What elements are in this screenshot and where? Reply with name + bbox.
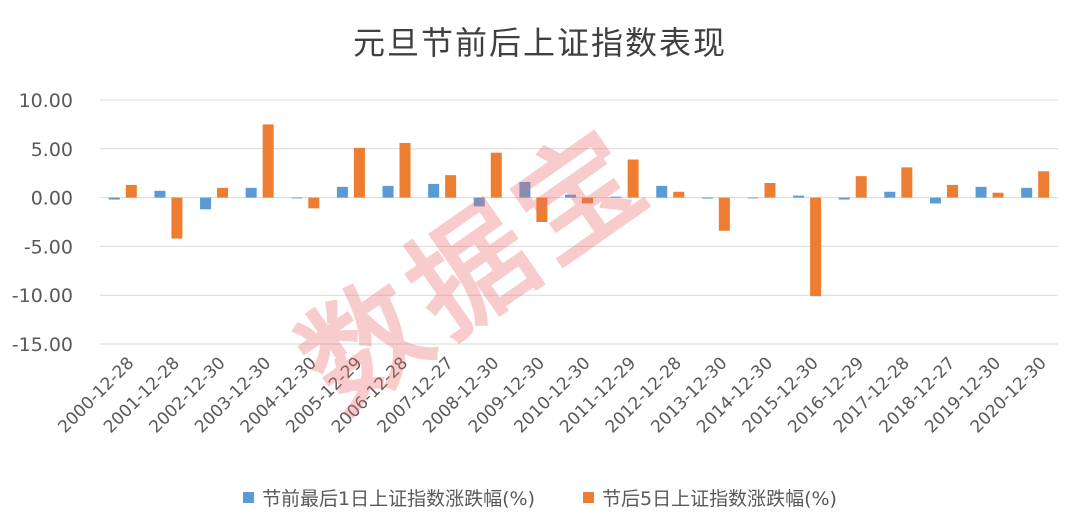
legend-swatch-series2 [583, 492, 594, 503]
bar-series2 [399, 142, 411, 198]
bar-series1 [975, 186, 987, 198]
bar-series2 [673, 191, 685, 198]
y-tick-label: 0.00 [31, 188, 73, 210]
bar-series2 [582, 197, 593, 204]
y-tick-label: -5.00 [24, 236, 73, 258]
bar-series1 [428, 183, 440, 198]
bar-series2 [718, 197, 730, 231]
bar-series1 [154, 190, 166, 198]
bar-series1 [838, 197, 850, 200]
legend: 节前最后1日上证指数涨跌幅(%) 节后5日上证指数涨跌幅(%) [0, 484, 1080, 511]
bar-series1 [473, 197, 485, 207]
bar-series2 [490, 152, 502, 198]
bar-series2 [946, 184, 958, 198]
bar-series2 [810, 197, 822, 297]
bar-series1 [565, 194, 576, 198]
bar-series2 [308, 197, 320, 209]
legend-item-series1: 节前最后1日上证指数涨跌幅(%) [243, 484, 535, 511]
bar-series1 [610, 196, 622, 198]
bar-series2 [764, 182, 776, 198]
bar-series2 [536, 197, 548, 222]
chart-title: 元旦节前后上证指数表现 [352, 24, 727, 62]
bar-series1 [1021, 187, 1033, 198]
y-axis-ticks: 10.00 5.00 0.00 -5.00 -10.00 -15.00 [12, 90, 73, 356]
bars [108, 124, 1050, 297]
bar-series1 [929, 197, 941, 204]
bar-series2 [262, 124, 274, 198]
bar-series1 [747, 197, 759, 199]
y-tick-label: -10.00 [12, 285, 73, 307]
bar-series2 [627, 159, 639, 198]
y-tick-label: 5.00 [31, 139, 73, 161]
bar-series1 [200, 197, 212, 210]
legend-label-series2: 节后5日上证指数涨跌幅(%) [602, 488, 837, 510]
bar-series1 [701, 197, 713, 199]
bar-series2 [1038, 171, 1050, 198]
bar-series2 [125, 184, 137, 198]
x-axis-ticks: 2000-12-282001-12-282002-12-302003-12-30… [54, 353, 1050, 437]
bar-series2 [445, 175, 457, 198]
bar-series2 [992, 192, 1004, 198]
bar-series1 [656, 185, 668, 198]
legend-label-series1: 节前最后1日上证指数涨跌幅(%) [262, 488, 535, 510]
bar-series2 [901, 167, 913, 198]
bar-series1 [291, 197, 303, 199]
bar-series1 [245, 187, 257, 198]
bar-series2 [171, 197, 183, 239]
bar-series1 [108, 197, 120, 200]
bar-series1 [884, 191, 896, 198]
bar-series1 [336, 186, 348, 198]
bar-series2 [217, 187, 229, 198]
bar-series1 [382, 185, 394, 198]
y-tick-label: -15.00 [12, 334, 73, 356]
y-tick-label: 10.00 [19, 90, 73, 112]
bar-series1 [519, 181, 531, 198]
bar-series2 [353, 147, 365, 198]
legend-item-series2: 节后5日上证指数涨跌幅(%) [583, 484, 837, 511]
bar-series1 [793, 195, 805, 198]
bar-series2 [855, 176, 867, 198]
gridlines [100, 99, 1058, 345]
legend-swatch-series1 [243, 492, 255, 503]
